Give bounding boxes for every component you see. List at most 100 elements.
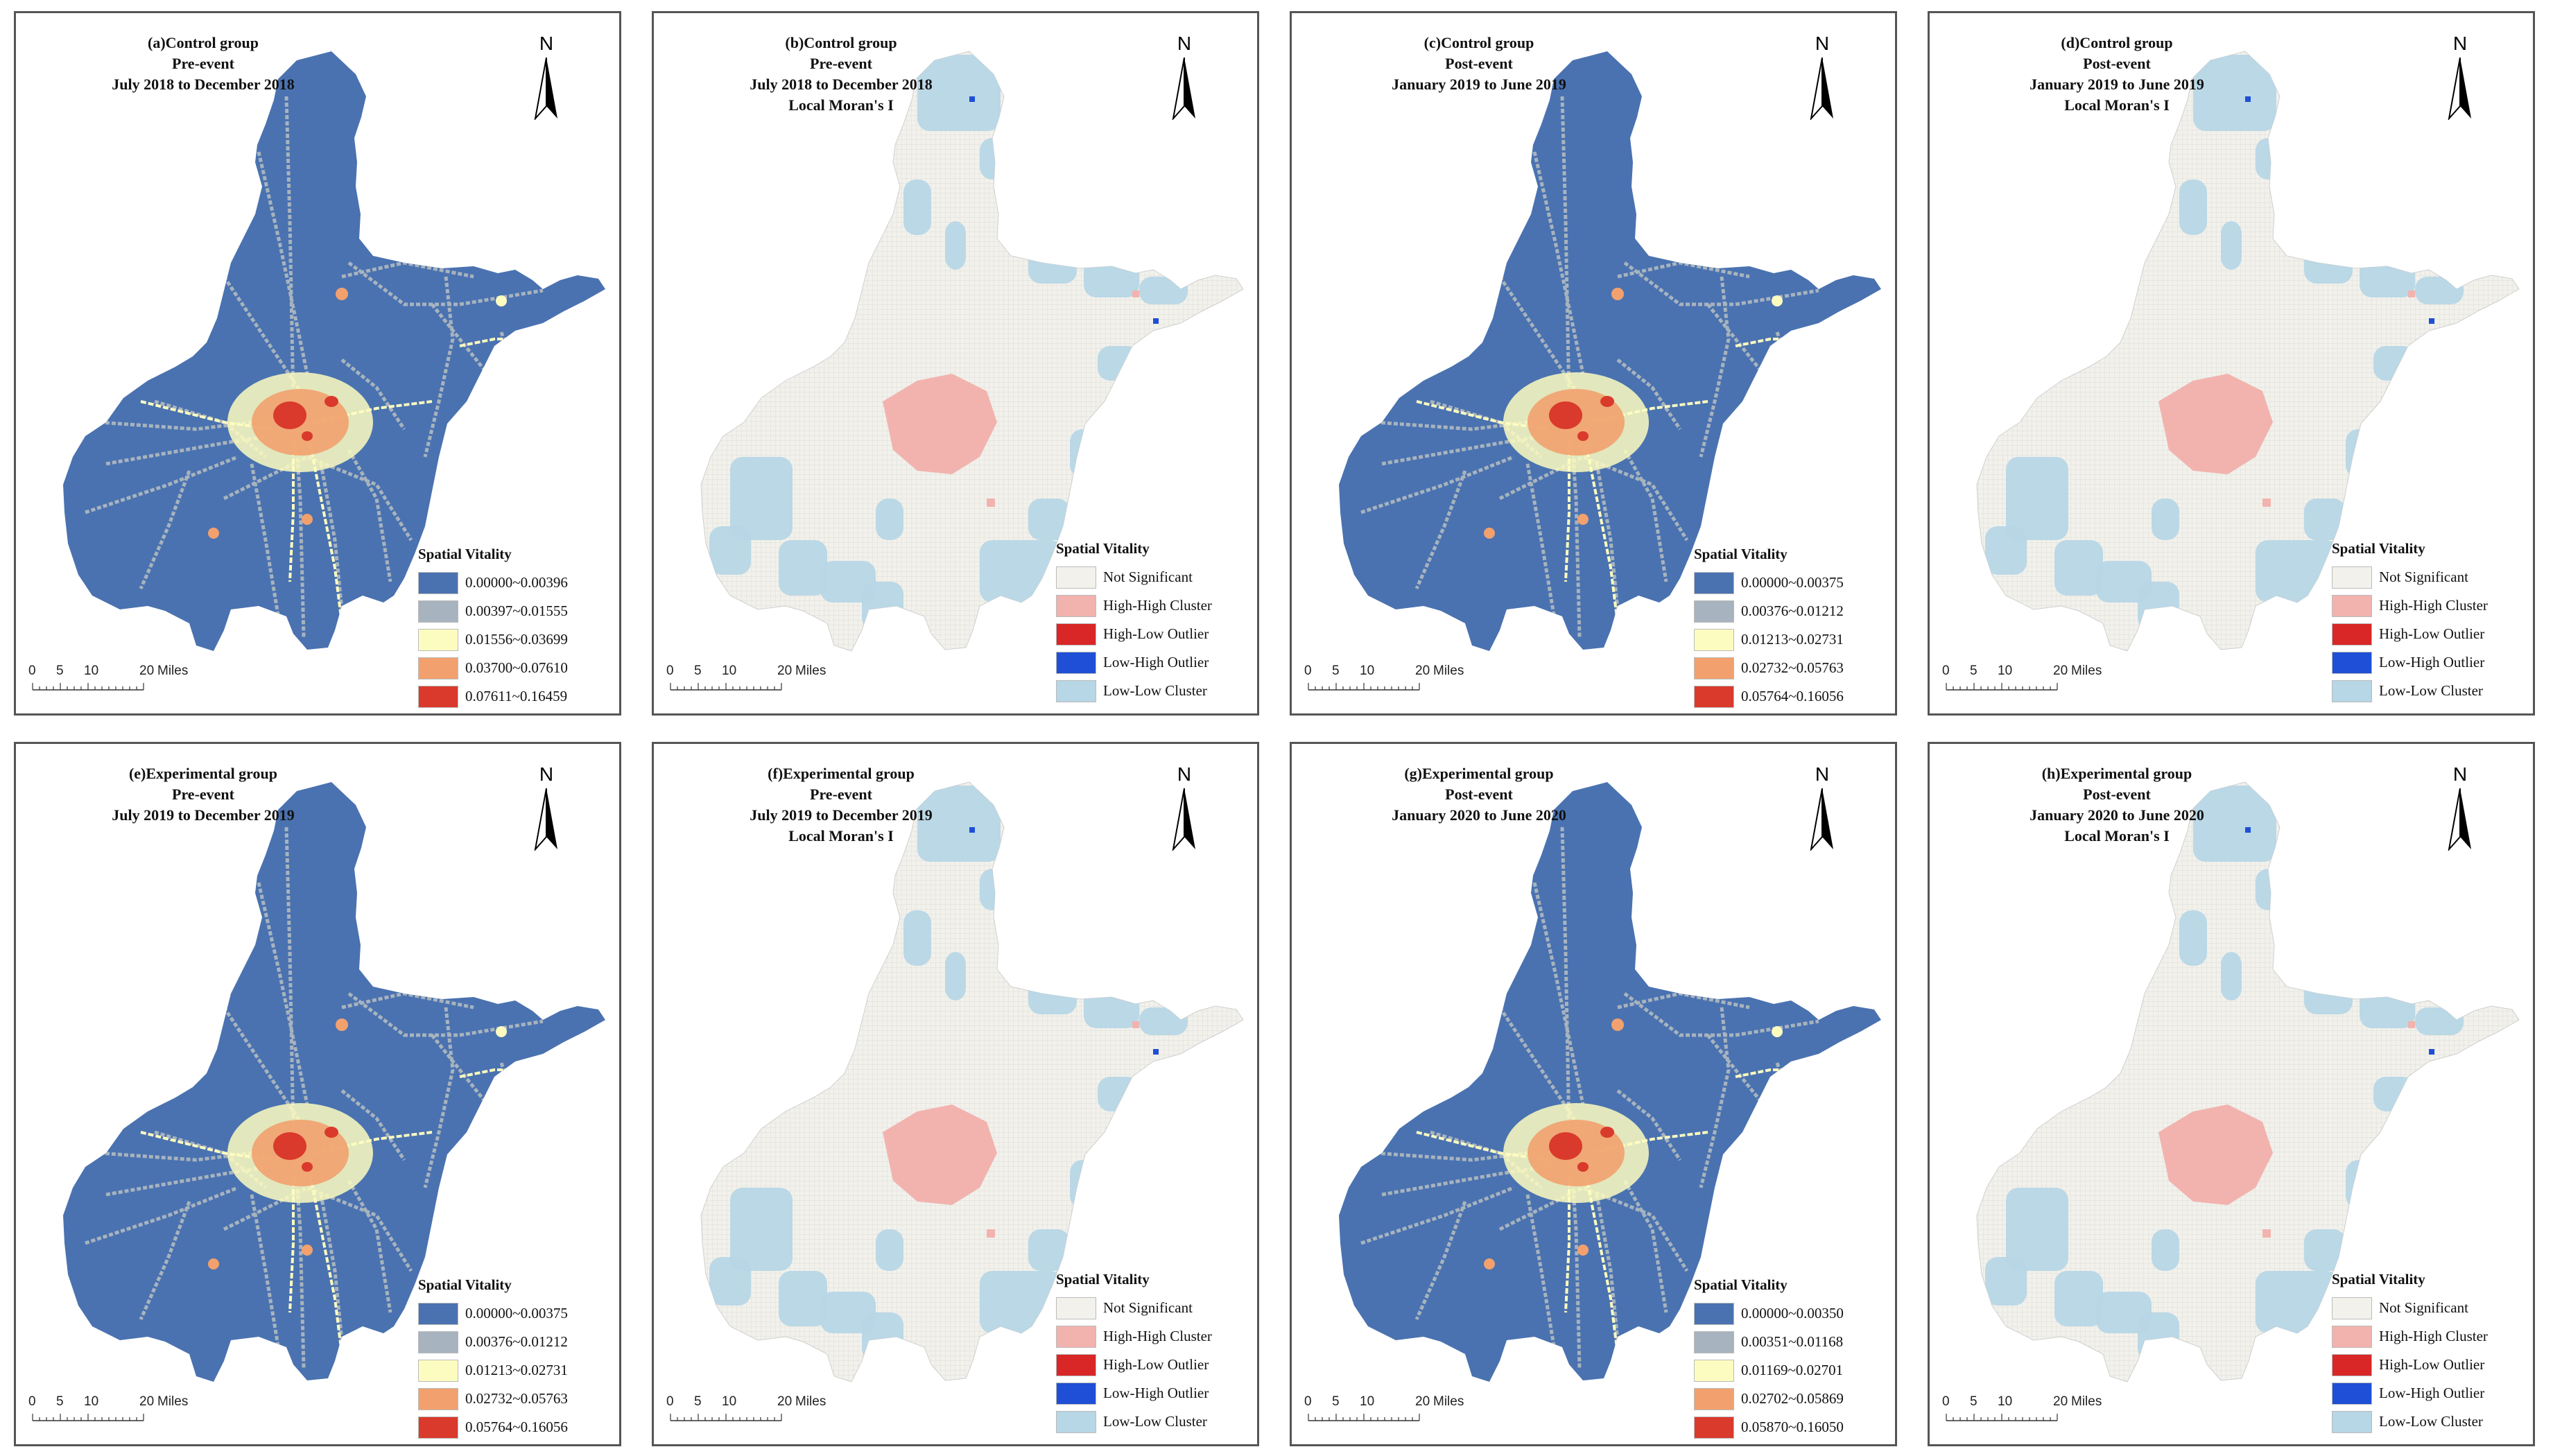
north-label: N	[1177, 763, 1192, 785]
panel-title: (g)Experimental group Post-event January 2…	[1292, 763, 1666, 826]
title-line: Pre-event	[810, 786, 872, 803]
legend-swatch	[418, 685, 458, 708]
legend-item: 0.05764~0.16056	[1694, 682, 1888, 711]
legend-label: Low-Low Cluster	[2379, 1413, 2483, 1430]
panel-title: (b)Control group Pre-event July 2018 to De…	[654, 33, 1028, 116]
legend-title: Spatial Vitality	[1694, 1276, 1788, 1293]
legend-item: 0.00376~0.01212	[1694, 597, 1888, 625]
scale-tick-label: 10	[84, 1394, 99, 1409]
legend-swatch	[418, 571, 458, 594]
title-line: Post-event	[2083, 786, 2151, 803]
scale-bar: 0 5 10 20 Miles	[1942, 1394, 2111, 1429]
legend-swatch	[2332, 679, 2372, 702]
scale-tick-label: 0	[1942, 1394, 1950, 1409]
legend-swatch	[418, 1387, 458, 1410]
legend-title: Spatial Vitality	[2332, 540, 2425, 557]
legend-item: Low-High Outlier	[2332, 648, 2526, 677]
map-panel-b: (b)Control group Pre-event July 2018 to De…	[652, 11, 1259, 716]
scale-bar: 0 5 10 20 Miles	[1304, 664, 1473, 698]
title-line: January 2020 to June 2020	[2030, 806, 2204, 824]
legend-item: 0.00351~0.01168	[1694, 1328, 1888, 1356]
legend-label: 0.01169~0.02701	[1741, 1362, 1844, 1378]
scale-tick-label: 0	[666, 664, 674, 678]
legend-swatch	[1694, 1416, 1734, 1439]
title-line: July 2018 to December 2018	[750, 76, 933, 93]
legend-label: Not Significant	[2379, 1299, 2468, 1316]
legend-item: 0.01169~0.02701	[1694, 1356, 1888, 1385]
map-panel-d: (d)Control group Post-event January 2019 t…	[1928, 11, 2535, 716]
legend-item: 0.07611~0.16459	[418, 682, 612, 711]
legend-item: Low-High Outlier	[1056, 648, 1250, 677]
scale-unit: Miles	[2071, 664, 2102, 678]
legend-title: Spatial Vitality	[2332, 1271, 2425, 1288]
legend-label: 0.00000~0.00350	[1741, 1305, 1844, 1321]
legend: Spatial Vitality Not Significant High-High…	[1056, 1271, 1250, 1436]
legend-title: Spatial Vitality	[1056, 540, 1150, 557]
north-arrow-icon: N	[1801, 763, 1843, 853]
legend-item: High-Low Outlier	[1056, 1351, 1250, 1379]
scale-tick-label: 10	[1998, 1394, 2013, 1409]
legend-label: 0.05870~0.16050	[1741, 1419, 1844, 1435]
title-line: Local Moran's I	[2064, 96, 2170, 114]
title-line: July 2019 to December 2019	[750, 806, 933, 824]
legend-item: 0.00376~0.01212	[418, 1328, 612, 1356]
map-panel-f: (f)Experimental group Pre-event July 2019 …	[652, 742, 1259, 1446]
panel-title: (d)Control group Post-event January 2019 t…	[1930, 33, 2304, 116]
legend-label: High-High Cluster	[1103, 597, 1212, 614]
scale-tick-label: 10	[722, 664, 737, 678]
panel-title: (e)Experimental group Pre-event July 2019 …	[16, 763, 390, 826]
legend-swatch	[2332, 651, 2372, 674]
legend-swatch	[1056, 679, 1096, 702]
title-line: July 2019 to December 2019	[112, 806, 295, 824]
panel-title: (a)Control group Pre-event July 2018 to De…	[16, 33, 390, 95]
legend-label: Low-High Outlier	[2379, 654, 2485, 670]
title-line: (h)Experimental group	[2041, 765, 2192, 782]
map-panel-c: (c)Control group Post-event January 2019 t…	[1290, 11, 1897, 716]
legend: Spatial Vitality Not Significant High-High…	[2332, 540, 2526, 705]
legend-label: High-High Cluster	[2379, 1328, 2488, 1344]
scale-tick-label: 10	[1360, 1394, 1375, 1409]
scale-bar: 0 5 10 20 Miles	[1942, 664, 2111, 698]
title-line: Pre-event	[172, 55, 234, 72]
region-fill	[1339, 51, 1881, 651]
legend-item: 0.02732~0.05763	[418, 1385, 612, 1413]
north-arrow-icon: N	[1163, 33, 1205, 123]
legend-item: Low-Low Cluster	[1056, 1407, 1250, 1436]
road-network	[85, 96, 544, 638]
north-label: N	[539, 763, 554, 785]
legend-item: Not Significant	[1056, 563, 1250, 591]
title-line: Pre-event	[810, 55, 872, 72]
scale-tick-label: 20	[2053, 664, 2068, 678]
legend-label: High-Low Outlier	[1103, 625, 1209, 642]
legend-swatch	[2332, 1353, 2372, 1376]
legend-item: 0.05764~0.16056	[418, 1413, 612, 1441]
legend: Spatial Vitality Not Significant High-High…	[1056, 540, 1250, 705]
north-arrow-icon: N	[1801, 33, 1843, 123]
scale-tick-label: 5	[1332, 664, 1340, 678]
north-label: N	[539, 33, 554, 54]
north-label: N	[2452, 33, 2468, 54]
legend-title: Spatial Vitality	[418, 546, 512, 562]
title-line: January 2020 to June 2020	[1392, 806, 1566, 824]
scale-tick-label: 0	[666, 1394, 674, 1409]
map-h	[1976, 781, 2520, 1383]
legend-label: Low-High Outlier	[1103, 654, 1209, 670]
legend-item: Low-Low Cluster	[2332, 677, 2526, 705]
legend-label: High-Low Outlier	[2379, 625, 2485, 642]
legend-label: 0.07611~0.16459	[465, 688, 568, 704]
legend-swatch	[418, 628, 458, 651]
title-line: Pre-event	[172, 786, 234, 803]
legend-item: 0.01213~0.02731	[418, 1356, 612, 1385]
legend-swatch	[1694, 1387, 1734, 1410]
scale-tick-label: 20	[1415, 1394, 1430, 1409]
legend-label: 0.02732~0.05763	[465, 1390, 568, 1407]
title-line: January 2019 to June 2019	[1392, 76, 1566, 93]
legend-item: 0.05870~0.16050	[1694, 1413, 1888, 1441]
legend-swatch	[1056, 1410, 1096, 1433]
legend-swatch	[418, 1302, 458, 1325]
legend-label: Low-Low Cluster	[1103, 682, 1207, 699]
title-line: Post-event	[1445, 55, 1513, 72]
legend: Spatial Vitality Not Significant High-High…	[2332, 1271, 2526, 1436]
map-panel-e: (e)Experimental group Pre-event July 2019 …	[14, 742, 621, 1446]
legend-title: Spatial Vitality	[1056, 1271, 1150, 1288]
